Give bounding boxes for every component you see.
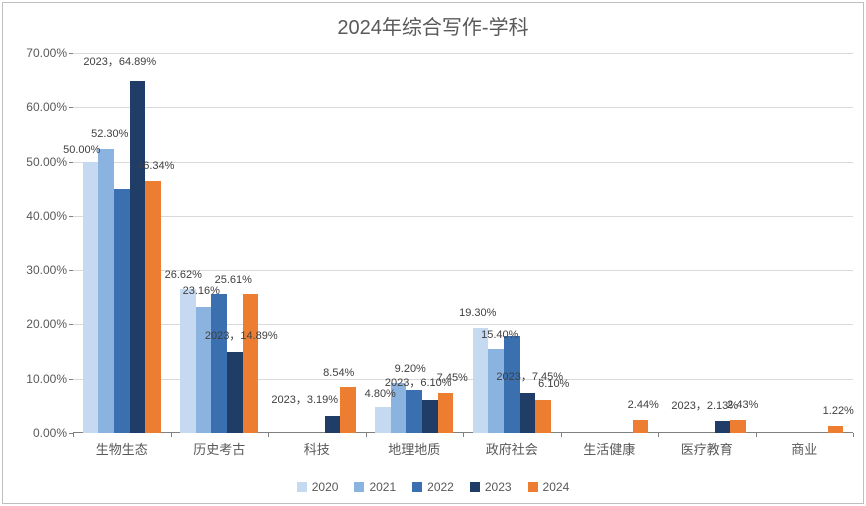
- bar: [438, 393, 454, 433]
- data-label: 46.34%: [137, 160, 174, 172]
- plot-area: 0.00%10.00%20.00%30.00%40.00%50.00%60.00…: [73, 53, 853, 433]
- data-label: 1.22%: [823, 405, 854, 417]
- bar: [145, 181, 161, 433]
- legend-label: 2021: [369, 480, 396, 494]
- bar: [98, 149, 114, 433]
- legend-item: 2022: [412, 480, 454, 494]
- bar: [130, 81, 146, 433]
- x-axis-tick: [73, 433, 74, 437]
- y-axis-label: 0.00%: [33, 426, 73, 440]
- bar: [114, 189, 130, 433]
- data-label: 19.30%: [459, 307, 496, 319]
- bar: [828, 426, 844, 433]
- legend-label: 2024: [543, 480, 570, 494]
- bar: [715, 421, 731, 433]
- x-axis-tick: [853, 433, 854, 437]
- y-axis-label: 20.00%: [26, 317, 73, 331]
- legend-label: 2022: [427, 480, 454, 494]
- bar: [325, 416, 341, 433]
- legend-swatch: [470, 482, 480, 492]
- bar: [535, 400, 551, 433]
- bar: [633, 420, 649, 433]
- bar: [473, 328, 489, 433]
- x-axis-label: 生活健康: [583, 433, 635, 458]
- x-axis-tick: [561, 433, 562, 437]
- bar: [730, 420, 746, 433]
- bar: [488, 349, 504, 433]
- chart-title: 2024年综合写作-学科: [3, 3, 863, 40]
- legend-swatch: [528, 482, 538, 492]
- bar: [211, 294, 227, 433]
- data-label: 23.16%: [183, 285, 220, 297]
- x-axis-tick: [171, 433, 172, 437]
- legend-item: 2024: [528, 480, 570, 494]
- chart-container: 2024年综合写作-学科 0.00%10.00%20.00%30.00%40.0…: [2, 2, 864, 504]
- x-axis-label: 地理地质: [388, 433, 440, 458]
- data-label: 4.80%: [365, 388, 396, 400]
- data-label: 15.40%: [481, 329, 518, 341]
- legend-item: 2021: [354, 480, 396, 494]
- x-axis-label: 医疗教育: [681, 433, 733, 458]
- bar: [406, 390, 422, 433]
- data-label: 2023，64.89%: [83, 53, 156, 69]
- data-label: 6.10%: [538, 378, 569, 390]
- data-label: 8.54%: [323, 367, 354, 379]
- data-label: 26.62%: [165, 269, 202, 281]
- bar: [375, 407, 391, 433]
- x-axis-tick: [658, 433, 659, 437]
- x-axis-tick: [756, 433, 757, 437]
- legend-label: 2020: [312, 480, 339, 494]
- legend-item: 2023: [470, 480, 512, 494]
- x-axis-label: 生物生态: [96, 433, 148, 458]
- legend-label: 2023: [485, 480, 512, 494]
- bar: [227, 352, 243, 433]
- x-axis-label: 科技: [304, 433, 330, 458]
- data-label: 2.43%: [727, 399, 758, 411]
- legend-item: 2020: [297, 480, 339, 494]
- bar: [340, 387, 356, 433]
- bar: [196, 307, 212, 433]
- y-axis-label: 40.00%: [26, 209, 73, 223]
- data-label: 25.61%: [215, 274, 252, 286]
- x-axis-label: 政府社会: [486, 433, 538, 458]
- bar: [83, 162, 99, 433]
- data-label: 2023，14.89%: [205, 327, 278, 343]
- y-axis-label: 10.00%: [26, 372, 73, 386]
- legend: 2020 2021 2022 2023 2024: [3, 480, 863, 495]
- y-axis-label: 50.00%: [26, 155, 73, 169]
- bar: [180, 289, 196, 434]
- x-axis-tick: [463, 433, 464, 437]
- y-axis-label: 30.00%: [26, 263, 73, 277]
- bar: [243, 294, 259, 433]
- bar: [504, 336, 520, 433]
- data-label: 50.00%: [63, 144, 100, 156]
- bar: [520, 393, 536, 433]
- data-label: 52.30%: [91, 128, 128, 140]
- x-axis-tick: [268, 433, 269, 437]
- x-axis-label: 历史考古: [193, 433, 245, 458]
- legend-swatch: [412, 482, 422, 492]
- data-label: 2023，3.19%: [271, 391, 338, 407]
- legend-swatch: [354, 482, 364, 492]
- y-axis-label: 70.00%: [26, 46, 73, 60]
- x-axis-tick: [366, 433, 367, 437]
- data-label: 2.44%: [628, 399, 659, 411]
- data-label: 7.45%: [437, 372, 468, 384]
- bar: [422, 400, 438, 433]
- legend-swatch: [297, 482, 307, 492]
- x-axis-label: 商业: [791, 433, 817, 458]
- y-axis-label: 60.00%: [26, 100, 73, 114]
